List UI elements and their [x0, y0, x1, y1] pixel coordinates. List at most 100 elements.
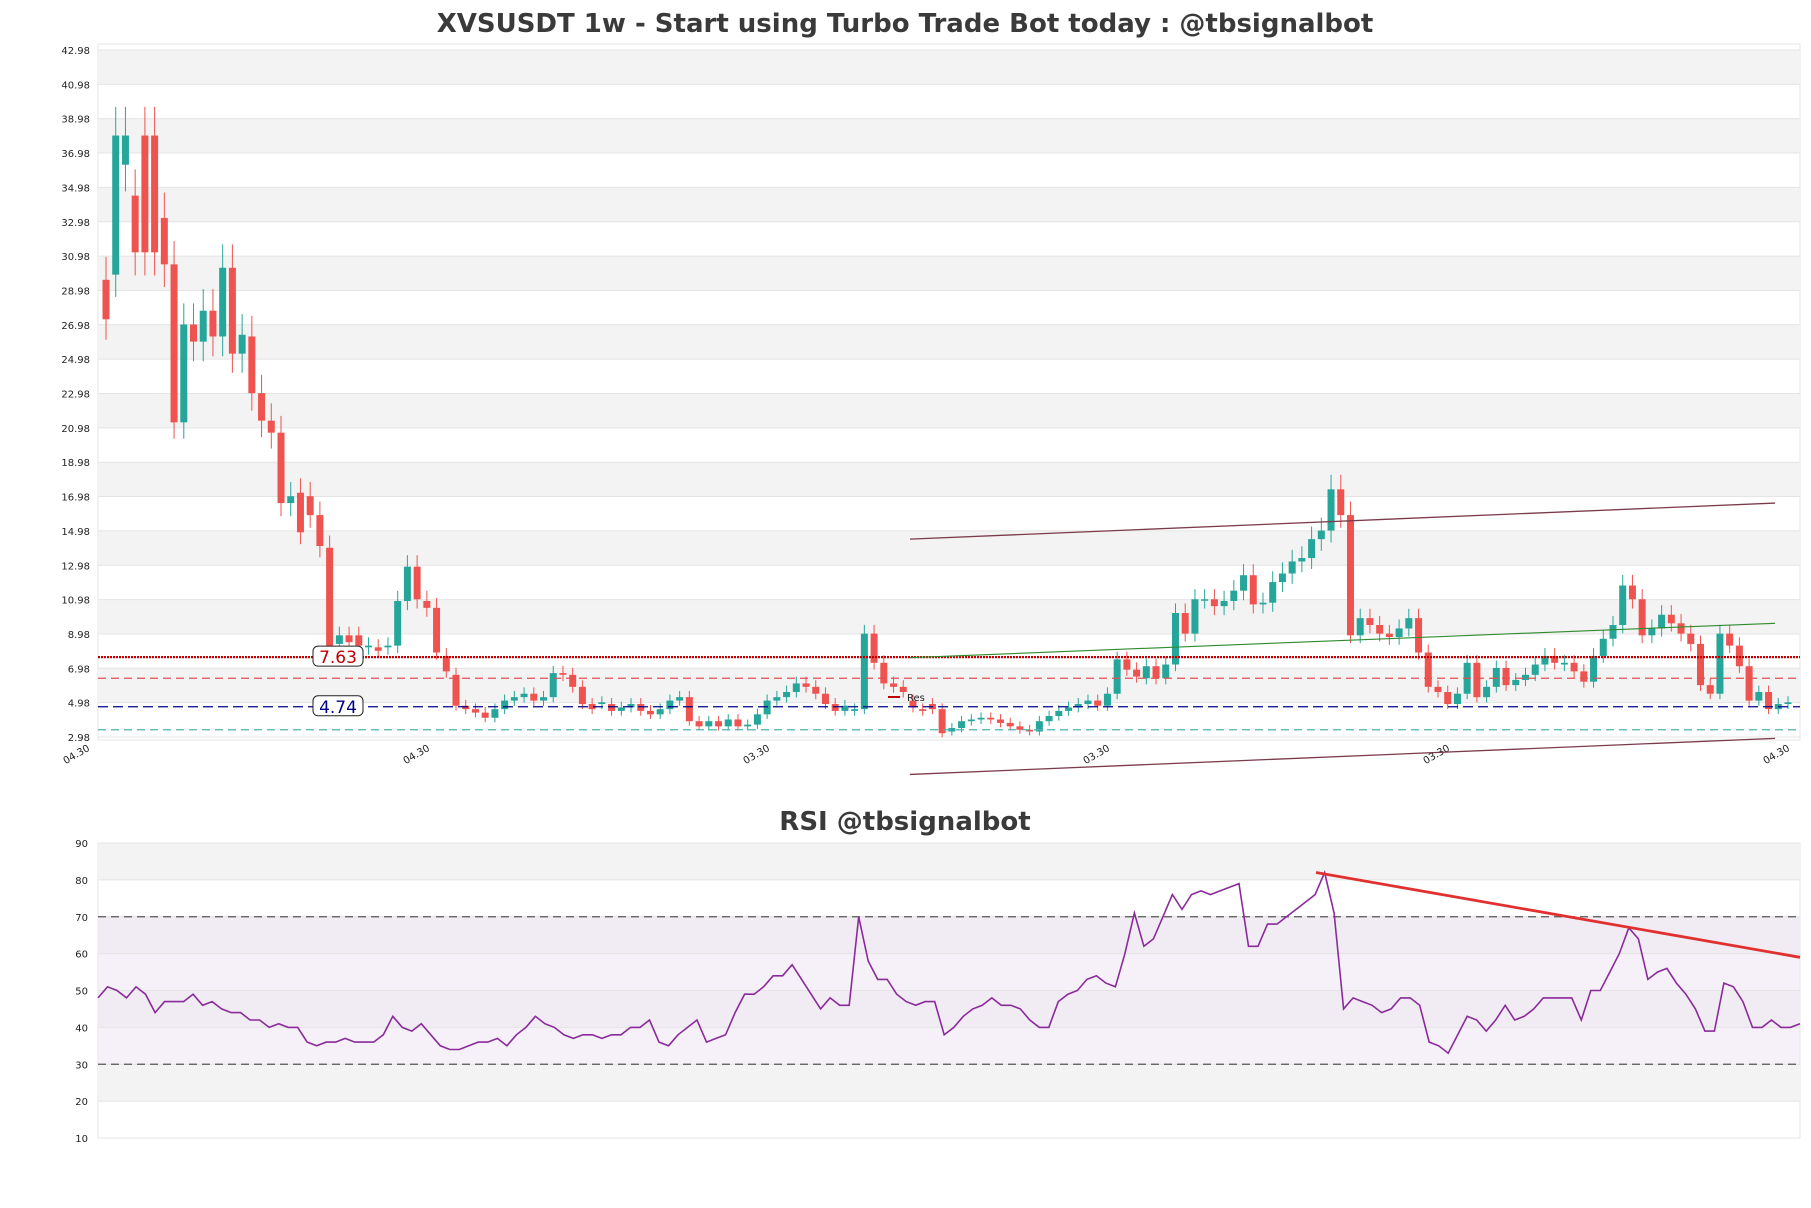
candle-body [170, 264, 178, 423]
y-tick-label: 16.98 [61, 493, 90, 504]
candle-body [1240, 575, 1248, 591]
candle-body [646, 710, 654, 715]
y-tick-label: 26.98 [61, 321, 90, 332]
candle-body [296, 492, 304, 533]
candle-body [141, 135, 149, 253]
candle-body [1726, 633, 1734, 646]
channel-upper-line [909, 502, 1776, 540]
candle-body [851, 709, 859, 711]
candle-body [267, 420, 275, 433]
y-tick-label: 4.98 [68, 699, 90, 710]
y-tick-label: 2.98 [68, 733, 90, 744]
candle-body [1434, 686, 1442, 693]
rsi-y-tick-label: 20 [75, 1097, 88, 1108]
candle-body [1366, 618, 1374, 626]
candle-body [783, 692, 791, 698]
candle-body [238, 334, 246, 354]
candle-body [1541, 655, 1549, 665]
rsi-y-tick-label: 10 [75, 1134, 88, 1145]
candle-body [841, 705, 849, 711]
price-chart-title: XVSUSDT 1w - Start using Turbo Trade Bot… [437, 9, 1374, 39]
level-label-box [312, 695, 364, 717]
candle-body [160, 217, 168, 265]
candle-body [1230, 590, 1238, 601]
candle-body [773, 697, 781, 701]
candle-body [1648, 628, 1656, 636]
rsi-y-tick-label: 60 [75, 950, 88, 961]
candle-body [1560, 662, 1568, 665]
candle-body [481, 712, 489, 718]
candle-body [1619, 585, 1627, 626]
candle-body [1191, 599, 1199, 634]
candle-body [394, 600, 402, 646]
y-tick-label: 6.98 [68, 664, 90, 675]
candle-body [1706, 685, 1714, 694]
candle-body [1249, 575, 1257, 605]
candle-body [860, 633, 868, 710]
candle-body [1065, 707, 1073, 711]
candle-body [1483, 686, 1491, 698]
candle-body [1035, 721, 1043, 732]
candle-body [258, 393, 266, 421]
candle-body [190, 324, 198, 342]
candle-body [316, 515, 324, 547]
candle-body [540, 697, 548, 701]
candle-body [715, 721, 723, 727]
candle-body [812, 686, 820, 694]
grid-band [98, 187, 1800, 222]
candle-body [355, 635, 363, 646]
candle-body [1755, 692, 1763, 701]
candle-body [365, 645, 373, 648]
candle-body [1424, 652, 1432, 687]
candle-body [1181, 612, 1189, 634]
candle-body [452, 674, 460, 706]
candle-body [287, 496, 295, 504]
y-tick-label: 8.98 [68, 630, 90, 641]
price-panel: 2.98 4.98 6.98 8.98 10.98 12.98 14.98 16.98 18.9… [61, 43, 1801, 776]
candle-body [131, 195, 139, 253]
candle-body [1162, 664, 1170, 679]
candle-body [1735, 645, 1743, 667]
candle-body [1502, 667, 1510, 686]
candle-body [403, 566, 411, 601]
candle-body [996, 719, 1004, 723]
candle-body [1298, 558, 1306, 562]
x-tick-label: 03.30 [1082, 743, 1112, 767]
candle-body [1531, 664, 1539, 675]
candle-body [919, 709, 927, 711]
candle-body [413, 566, 421, 600]
candle-body [219, 267, 227, 337]
candle-body [1658, 614, 1666, 629]
candle-body [112, 135, 120, 275]
candle-body [1133, 669, 1141, 677]
candle-body [209, 310, 217, 337]
candle-body [987, 717, 995, 720]
y-tick-label: 20.98 [61, 424, 90, 435]
y-tick-label: 40.98 [61, 80, 90, 91]
candle-body [510, 697, 518, 701]
candle-body [384, 645, 392, 648]
rsi-panel: 10 20 30 40 50 60 70 80 90 [75, 839, 1801, 1145]
candle-body [948, 728, 956, 732]
y-tick-label: 38.98 [61, 115, 90, 126]
y-tick-label: 36.98 [61, 149, 90, 160]
candle-body [909, 700, 917, 708]
candle-body [578, 686, 586, 705]
grid-band [98, 393, 1800, 428]
candle-body [821, 693, 829, 705]
rsi-trendline [1315, 871, 1801, 959]
candle-body [958, 721, 966, 729]
candle-body [433, 607, 441, 653]
candle-body [1142, 666, 1150, 679]
grid-band [98, 668, 1800, 703]
candle-body [1171, 612, 1179, 665]
candle-body [1026, 729, 1034, 732]
rsi-grid-band [98, 843, 1800, 880]
candle-body [1006, 722, 1014, 727]
candle-body [656, 709, 664, 715]
candle-body [1055, 710, 1063, 717]
candle-body [899, 686, 907, 693]
candle-body [1308, 539, 1316, 559]
y-tick-label: 34.98 [61, 183, 90, 194]
